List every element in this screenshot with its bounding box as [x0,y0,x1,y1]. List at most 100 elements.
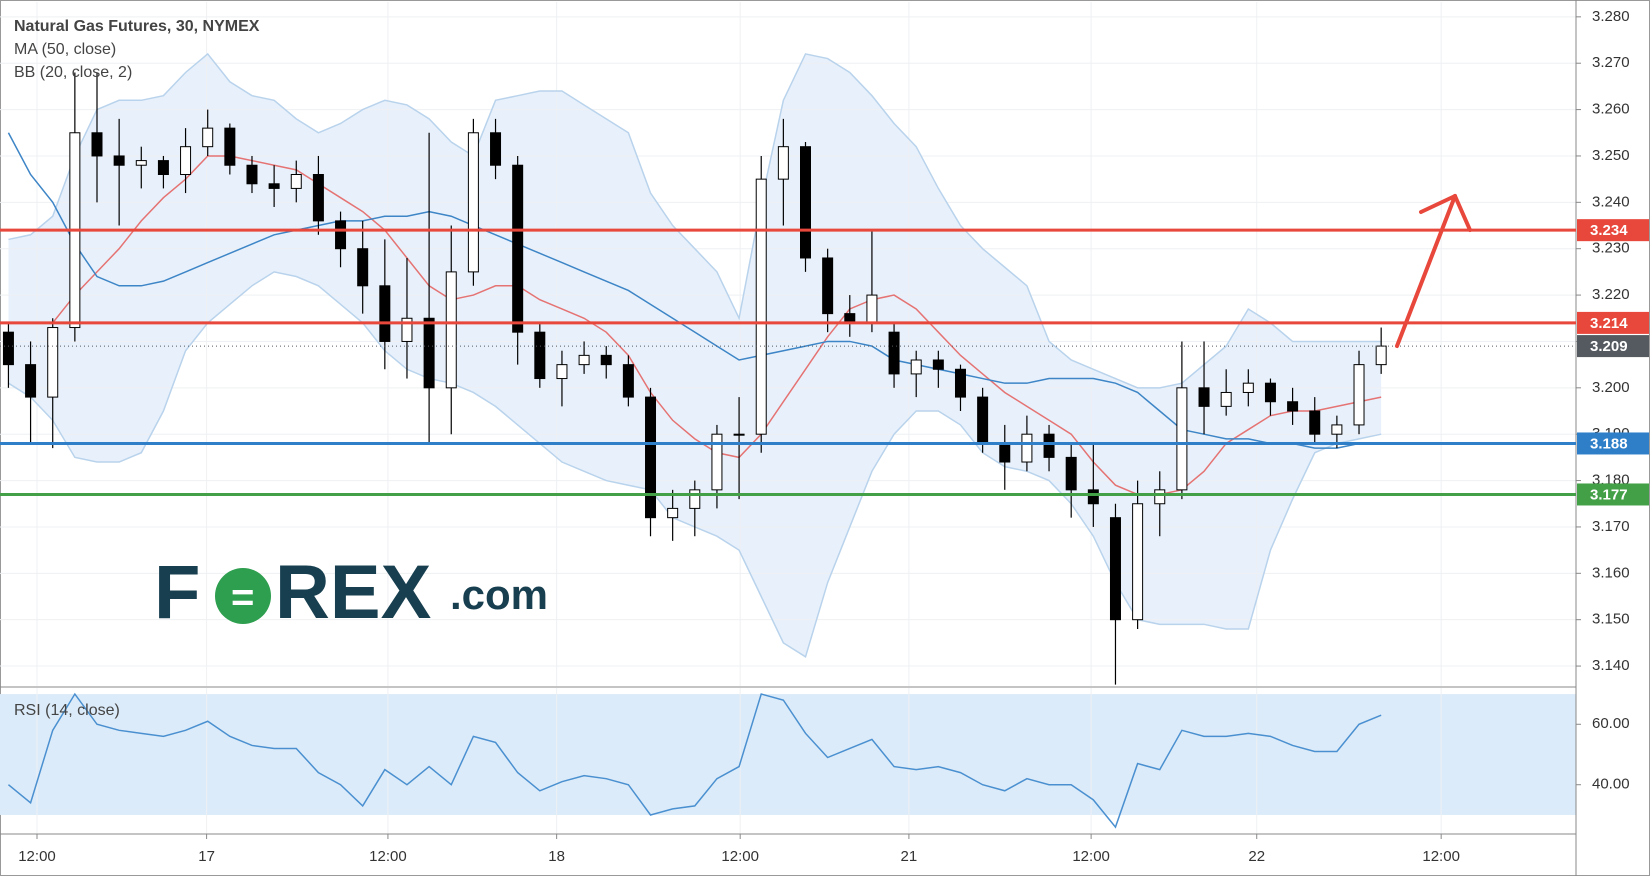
bb-legend: BB (20, close, 2) [14,64,132,81]
candle-body [1198,387,1210,407]
candle-body [977,396,989,444]
candle-body [1065,456,1077,491]
candle-body [999,442,1011,463]
candle-body [888,331,900,375]
y-tick-label: 3.270 [1592,54,1630,71]
y-tick-label: 3.170 [1592,518,1630,535]
y-tick-label: 3.260 [1592,101,1630,118]
candle-body [600,354,612,366]
candle-body [578,354,590,366]
candle-body [490,132,502,166]
y-tick-label: 3.140 [1592,657,1630,674]
x-tick-label: 12:00 [1422,848,1460,865]
candle-body [401,317,413,342]
logo-icon-glyph: = [231,576,254,620]
candle-body [467,132,479,273]
candle-body [290,174,302,189]
candle-body [1331,424,1343,435]
candle-body [777,146,789,180]
price-tag [1577,483,1649,506]
chart-title: Natural Gas Futures, 30, NYMEX [14,18,260,35]
x-tick-label: 12:00 [18,848,56,865]
candle-body [1109,517,1121,621]
candle-body [1132,503,1144,621]
candle-body [954,368,966,398]
arrow [1395,194,1472,348]
candle-body [866,294,878,324]
y-tick-label: 3.250 [1592,147,1630,164]
price-tag-label: 3.177 [1590,486,1628,503]
rsi-title: RSI (14, close) [14,702,120,719]
candle-body [246,164,258,185]
y-tick-label: 3.280 [1592,8,1630,25]
ma-line [7,132,1360,449]
candle-body [1220,391,1232,407]
candle-body [47,327,59,398]
candle-body [1242,382,1254,393]
rsi-line [7,692,1382,829]
y-tick-label: 60.00 [1592,715,1630,732]
candle-body [1375,345,1387,366]
candle-body [113,155,125,166]
candle-body [733,433,745,436]
candle-body [800,146,812,259]
price-tag-label: 3.209 [1590,338,1628,355]
x-tick-label: 12:00 [1072,848,1110,865]
x-tick-label: 22 [1248,848,1265,865]
candle-body [2,331,14,366]
candle-body [622,364,634,398]
candle-body [268,183,280,189]
candle-body [1309,410,1321,435]
candle-body [910,359,922,375]
candle-body [25,364,37,398]
candle-body [534,331,546,380]
candle-body [711,433,723,491]
x-tick-label: 18 [548,848,565,865]
x-tick-label: 12:00 [369,848,407,865]
y-tick-label: 3.200 [1592,379,1630,396]
candle-body [379,285,391,342]
candle-body [135,160,147,166]
candle-body [1287,401,1299,412]
candle-body [932,359,944,370]
candle-body [689,489,701,509]
candle-body [1087,489,1099,505]
candle-body [1043,433,1055,458]
candle-body [822,257,834,315]
candle-body [357,248,369,287]
x-tick-label: 21 [901,848,918,865]
candle-body [312,174,324,222]
candle-body [445,271,457,389]
candle-body [1264,382,1276,403]
price-tag [1577,311,1649,334]
candle-body [157,160,169,176]
candle-body [556,364,568,380]
y-tick-label: 3.240 [1592,193,1630,210]
bb-upper [8,52,1382,389]
candle-body [335,220,347,250]
price-tag [1577,335,1649,358]
rsi-band [0,694,1576,815]
y-tick-label: 3.230 [1592,240,1630,257]
x-tick-label: 17 [198,848,215,865]
candle-body [1176,387,1188,491]
logo-suffix: .com [450,571,548,618]
price-tag-label: 3.234 [1590,222,1628,239]
candle-body [645,396,657,519]
candle-body [755,178,767,435]
y-tick-label: 3.150 [1592,611,1630,628]
candle-body [224,127,236,166]
candle-body [667,507,679,519]
candle-body [1154,489,1166,505]
price-tag [1577,219,1649,242]
candle-body [202,127,214,148]
logo-text: REX [275,550,432,635]
x-tick-label: 12:00 [721,848,759,865]
price-tag-label: 3.188 [1590,435,1628,452]
y-tick-label: 3.160 [1592,564,1630,581]
candle-body [180,146,192,176]
logo-icon [215,568,271,624]
y-tick-label: 40.00 [1592,776,1630,793]
